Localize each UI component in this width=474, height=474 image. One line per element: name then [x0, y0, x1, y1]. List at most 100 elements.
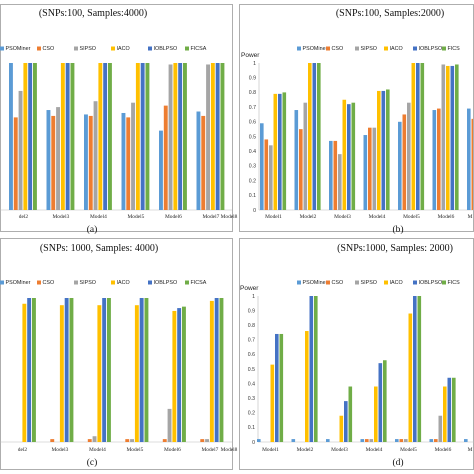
legend-swatch-ficsa — [185, 280, 189, 285]
bar-ioblpso-model4 — [102, 298, 107, 442]
bar-iaco-model5 — [408, 313, 413, 442]
x-tick-label: Model5 — [400, 447, 417, 453]
bar-iaco-model5 — [411, 63, 416, 210]
bar-psominer-model4 — [363, 135, 368, 210]
bar-iaco-model4 — [97, 305, 102, 442]
y-tick-label: 0.2 — [248, 411, 255, 417]
y-axis-label: Power — [240, 285, 259, 292]
legend-label-psominer: PSOMiner — [6, 280, 31, 286]
bar-ioblpso-model5 — [139, 298, 144, 442]
bar-ficsa-model6 — [183, 63, 187, 210]
bar-ioblpso-model1 — [275, 333, 279, 442]
legend-swatch-cso — [326, 46, 330, 51]
legend-label-iaco: IACO — [117, 280, 130, 286]
legend-swatch-cso — [326, 280, 330, 285]
bar-cso-model5 — [402, 114, 407, 210]
y-tick-label: 0.9 — [249, 76, 256, 82]
legend-swatch-sipso — [355, 46, 359, 51]
y-tick-label: 0 — [252, 440, 255, 446]
bar-ioblpso-model1 — [278, 93, 282, 210]
legend-label-ioblpso: IOBLPSO — [419, 280, 443, 286]
bar-iaco-model3 — [60, 63, 65, 210]
y-axis-label: Power — [241, 52, 260, 59]
bar-iaco-model7 — [209, 300, 214, 442]
legend-label-iaco: IACO — [390, 46, 403, 52]
bar-cso-model6 — [163, 105, 168, 210]
panel-caption: (c) — [87, 457, 98, 468]
bar-ioblpso-model2 — [27, 298, 32, 442]
bar-psominer-model3 — [329, 140, 333, 210]
bar-sipso-model4 — [93, 101, 98, 210]
bar-sipso-model7 — [205, 439, 209, 442]
bar-cso-model2 — [13, 117, 18, 210]
y-tick-label: 0 — [253, 208, 256, 214]
bar-sipso-model5 — [131, 102, 135, 210]
bar-psominer-model6 — [429, 439, 434, 442]
y-tick-label: 0.5 — [249, 134, 256, 140]
legend-swatch-ficsa — [442, 280, 446, 285]
bar-cso-model3 — [333, 140, 338, 210]
bar-psominer-model2 — [9, 63, 13, 210]
bar-sipso-model2 — [18, 90, 23, 210]
bar-sipso-model6 — [167, 408, 172, 442]
y-tick-label: 1 — [253, 61, 256, 67]
bar-ioblpso-model6 — [447, 377, 452, 442]
panel-caption: (b) — [392, 224, 403, 235]
bar-sipso-model6 — [168, 64, 173, 210]
bar-psominer-model2 — [294, 110, 299, 210]
bar-psominer-model7 — [467, 108, 471, 210]
legend-swatch-ioblpso — [413, 46, 417, 51]
bar-cso-model4 — [368, 127, 372, 210]
bar-psominer-model3 — [46, 110, 51, 210]
bar-ioblpso-model4 — [103, 63, 108, 210]
x-tick-label: Model2 — [297, 447, 314, 453]
x-tick-label: Model6 — [164, 447, 181, 453]
bar-ioblpso-model4 — [381, 90, 386, 210]
legend-swatch-cso — [37, 280, 41, 285]
bar-ioblpso-model6 — [450, 65, 455, 210]
legend-swatch-ficsa — [442, 46, 446, 51]
bar-ioblpso-model7 — [215, 63, 220, 210]
x-tick-label: del2 — [19, 214, 29, 220]
bar-cso-model6 — [434, 439, 438, 442]
y-tick-label: 0.9 — [248, 308, 255, 314]
bar-psominer-model4 — [360, 439, 365, 442]
bar-sipso-model4 — [369, 439, 374, 442]
bar-ficsa-model4 — [107, 298, 111, 442]
legend-swatch-psominer — [0, 46, 4, 51]
bar-iaco-model6 — [443, 386, 447, 442]
chart-title: (SNPs: 1000, Samples: 4000) — [40, 243, 158, 254]
legend-label-psominer: PSOMiner — [303, 46, 328, 52]
bar-ioblpso-model3 — [347, 104, 351, 210]
y-tick-label: 0.3 — [249, 164, 256, 170]
bar-ioblpso-model7 — [214, 298, 219, 442]
bar-cso-model6 — [162, 439, 167, 442]
legend-swatch-iaco — [111, 280, 115, 285]
x-tick-label: Model6 — [435, 447, 452, 453]
bar-iaco-model2 — [22, 303, 27, 442]
x-tick-label: Model7 — [202, 447, 219, 453]
bar-ficsa-model4 — [386, 89, 390, 210]
y-tick-label: 0.5 — [248, 367, 255, 373]
legend-label-ficsa: FICS — [448, 46, 461, 52]
legend-swatch-ficsa — [185, 46, 189, 51]
bar-psominer-model3 — [326, 439, 330, 442]
x-tick-label: Model5 — [128, 214, 145, 220]
bar-iaco-model2 — [305, 331, 309, 442]
bar-sipso-model3 — [56, 107, 60, 210]
bar-ioblpso-model6 — [178, 63, 183, 210]
legend-swatch-psominer — [297, 46, 301, 51]
legend-label-ioblpso: IOBLPSO — [154, 46, 178, 52]
bar-iaco-model2 — [308, 63, 312, 210]
y-tick-label: 0.2 — [249, 178, 256, 184]
bar-iaco-model6 — [172, 310, 177, 442]
y-tick-label: 0.8 — [249, 90, 256, 96]
x-tick-label: Model1 — [265, 214, 282, 220]
bar-cso-model5 — [126, 117, 131, 210]
bar-sipso-model6 — [441, 64, 446, 210]
bar-ficsa-model5 — [417, 296, 422, 442]
bar-cso-model4 — [87, 439, 92, 442]
y-tick-label: 0.7 — [249, 105, 256, 111]
legend-label-ficsa: FICSA — [191, 280, 207, 286]
legend-swatch-iaco — [384, 46, 388, 51]
